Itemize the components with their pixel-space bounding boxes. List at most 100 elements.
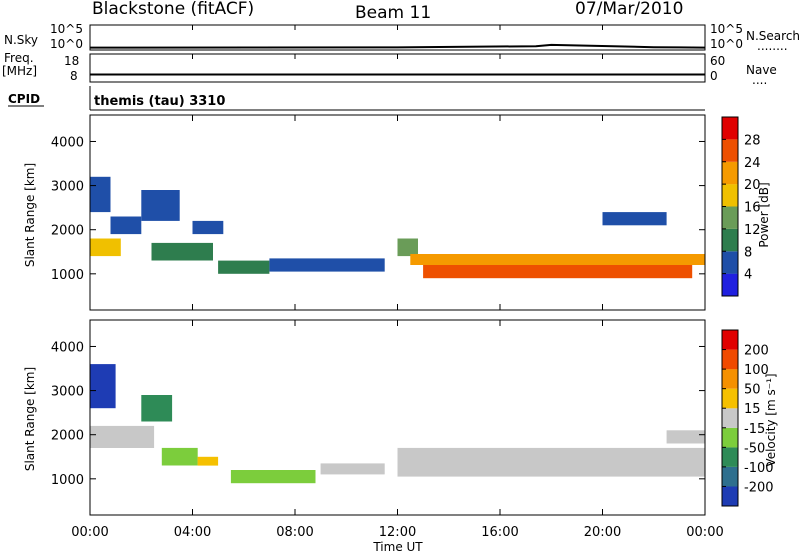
power-colorbar-tick-label-0: 28 [744, 133, 761, 148]
velocity-colorbar-tick-label-6: -100 [744, 461, 774, 476]
velocity-y-tick-label-3: 1000 [51, 473, 84, 488]
velocity-colorbar: 200 100 50 15 -15 -50 -100 -200 [721, 329, 774, 507]
nave-tick-top: 60 [710, 54, 725, 68]
freq-tick-bottom: 8 [70, 69, 78, 83]
count-tick-right-bottom: 10^0 [710, 37, 743, 51]
x-tick-label-2: 08:00 [276, 525, 313, 540]
freq-tick-top: 18 [64, 54, 79, 68]
power-colorbar-tick-label-2: 20 [744, 178, 761, 193]
power-y-tick-label-3: 1000 [51, 268, 84, 283]
velocity-colorbar-swatch-5 [722, 388, 738, 409]
power-colorbar-swatch-2 [722, 228, 738, 252]
x-tick-label-3: 12:00 [379, 525, 416, 540]
power-colorbar: 28 24 20 16 12 8 4 [721, 116, 761, 297]
power-colorbar-tick-label-4: 12 [744, 223, 761, 238]
nave-label: Nave [746, 63, 777, 77]
nsearch-dots: ........ [757, 39, 788, 53]
nsky-label: N.Sky [4, 33, 38, 47]
velocity-panel-frame [89, 319, 706, 516]
power-colorbar-tick-label-6: 4 [744, 268, 752, 283]
power-region-9 [410, 254, 705, 265]
power-colorbar-swatch-5 [722, 161, 738, 185]
power-y-axis: 4000 3000 2000 1000 [51, 135, 705, 283]
x-tick-label-1: 04:00 [174, 525, 211, 540]
freq-label-top: Freq. [4, 51, 34, 65]
power-region-4 [151, 242, 213, 261]
velocity-region-7 [397, 447, 705, 477]
velocity-region-6 [320, 463, 385, 475]
power-region-7 [269, 258, 385, 272]
x-tick-label-4: 16:00 [481, 525, 518, 540]
velocity-region-0 [90, 364, 116, 409]
beam-label: Beam 11 [355, 3, 431, 23]
power-colorbar-swatch-4 [722, 184, 738, 207]
velocity-colorbar-tick-label-3: 15 [744, 402, 761, 417]
velocity-colorbar-swatch-2 [722, 447, 738, 467]
velocity-region-2 [141, 395, 173, 422]
power-y-axis-label: Slant Range [km] [23, 163, 37, 267]
power-y-tick-label-2: 2000 [51, 224, 84, 239]
power-heatmap [90, 176, 705, 279]
power-colorbar-swatch-7 [722, 117, 738, 140]
station-title: Blackstone (fitACF) [92, 0, 254, 19]
velocity-region-1 [90, 425, 155, 448]
power-region-0 [90, 238, 121, 257]
velocity-y-axis-label: Slant Range [km] [23, 367, 37, 471]
power-region-1 [90, 176, 111, 213]
velocity-region-5 [230, 470, 316, 484]
nsky-series-line [90, 43, 706, 49]
velocity-region-4 [197, 456, 219, 466]
velocity-region-3 [161, 447, 198, 466]
velocity-colorbar-swatch-0 [722, 486, 738, 506]
velocity-y-tick-label-1: 3000 [51, 385, 84, 400]
power-colorbar-tick-label-1: 24 [744, 156, 761, 171]
velocity-y-axis: 4000 3000 2000 1000 [51, 340, 705, 488]
power-region-10 [423, 265, 693, 279]
velocity-colorbar-swatch-6 [722, 369, 738, 389]
time-x-axis: 00:00 04:00 08:00 12:00 16:00 20:00 00:00 [71, 25, 724, 540]
count-tick-left-top: 10^5 [50, 22, 83, 36]
nave-tick-bottom: 0 [710, 69, 718, 83]
velocity-colorbar-tick-label-1: 100 [744, 363, 769, 378]
count-tick-left-bottom: 10^0 [50, 37, 83, 51]
velocity-y-tick-label-2: 2000 [51, 429, 84, 444]
power-colorbar-swatch-6 [722, 139, 738, 162]
nave-dots: .... [752, 73, 767, 87]
power-colorbar-swatch-3 [722, 206, 738, 229]
nsearch-label: N.Search [746, 29, 800, 43]
velocity-y-tick-label-0: 4000 [51, 340, 84, 355]
velocity-heatmap [90, 364, 705, 484]
power-region-11 [602, 212, 667, 226]
velocity-colorbar-tick-label-5: -50 [744, 441, 765, 456]
power-region-3 [141, 190, 180, 221]
power-region-8 [397, 238, 418, 257]
velocity-colorbar-swatch-1 [722, 466, 738, 487]
power-colorbar-label: Power [dB] [757, 182, 771, 247]
x-axis-label: Time UT [372, 540, 423, 554]
power-colorbar-tick-label-3: 16 [744, 201, 761, 216]
velocity-colorbar-swatch-4 [722, 408, 738, 428]
power-y-tick-label-0: 4000 [51, 135, 84, 150]
cpid-value: themis (tau) 3310 [94, 94, 225, 109]
count-tick-right-top: 10^5 [710, 22, 743, 36]
power-colorbar-swatch-0 [722, 273, 738, 296]
x-tick-label-0: 00:00 [71, 525, 108, 540]
power-colorbar-tick-label-5: 8 [744, 245, 752, 260]
velocity-colorbar-tick-label-2: 50 [744, 383, 761, 398]
velocity-colorbar-swatch-8 [722, 330, 738, 350]
x-tick-label-5: 20:00 [584, 525, 621, 540]
velocity-colorbar-tick-label-0: 200 [744, 344, 769, 359]
velocity-colorbar-frame [721, 329, 739, 507]
x-tick-label-6: 00:00 [686, 525, 723, 540]
velocity-colorbar-swatch-7 [722, 349, 738, 370]
velocity-colorbar-tick-label-4: -15 [744, 422, 765, 437]
power-colorbar-swatch-1 [722, 251, 738, 274]
date-label: 07/Mar/2010 [575, 0, 683, 19]
power-region-2 [110, 216, 142, 235]
power-region-6 [218, 260, 270, 274]
velocity-colorbar-swatch-3 [722, 427, 738, 448]
power-region-5 [192, 220, 224, 235]
cpid-label: CPID [8, 92, 40, 106]
velocity-region-8 [666, 430, 705, 444]
